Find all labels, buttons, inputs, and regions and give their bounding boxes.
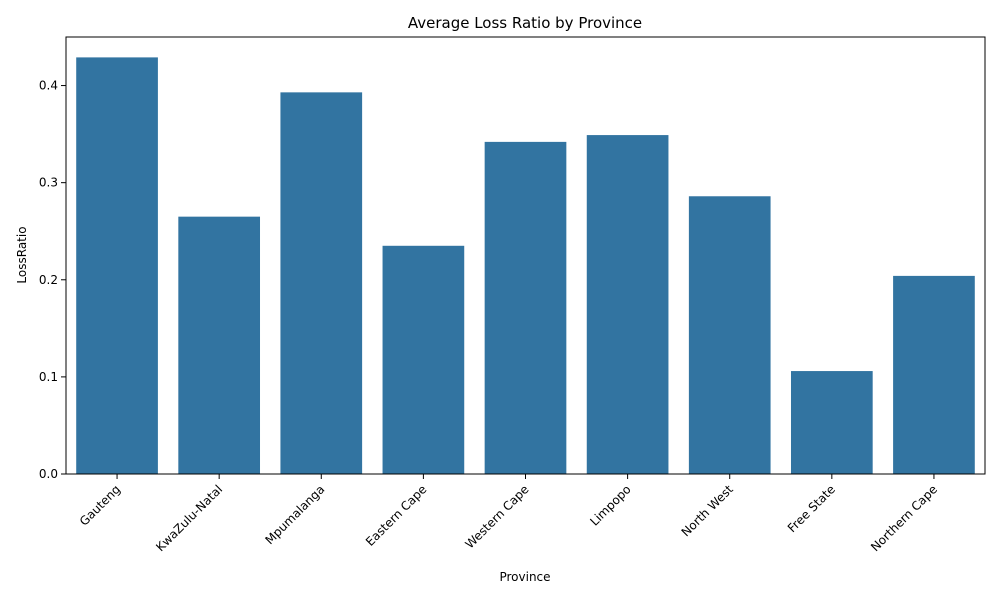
x-tick-label: Western Cape — [462, 482, 531, 551]
bar-northern-cape — [893, 275, 975, 474]
x-axis-label: Province — [499, 570, 550, 584]
x-tick-label: Eastern Cape — [363, 482, 430, 549]
y-tick-label: 0.3 — [39, 176, 58, 190]
y-axis-label: LossRatio — [15, 226, 29, 283]
bar-eastern-cape — [382, 245, 465, 474]
y-axis: 0.0 0.1 0.2 0.3 0.4 — [39, 79, 66, 481]
x-tick-label: North West — [679, 482, 736, 539]
bar-kwazulu-natal — [178, 216, 261, 474]
x-axis: Gauteng KwaZulu-Natal Mpumalanga Eastern Ca… — [77, 474, 940, 554]
bars-group — [76, 57, 975, 475]
x-tick-label: Limpopo — [587, 482, 633, 528]
bar-free-state — [790, 371, 873, 474]
x-tick-label: Free State — [785, 482, 838, 535]
bar-north-west — [688, 196, 771, 475]
bar-mpumalanga — [280, 92, 363, 474]
x-tick-label: KwaZulu-Natal — [153, 482, 225, 554]
y-tick-label: 0.4 — [39, 79, 58, 93]
y-tick-label: 0.1 — [39, 370, 58, 384]
y-tick-label: 0.2 — [39, 273, 58, 287]
x-tick-label: Gauteng — [77, 482, 123, 528]
bar-gauteng — [76, 57, 158, 474]
x-tick-label: Mpumalanga — [262, 482, 327, 547]
x-tick-label: Northern Cape — [868, 482, 940, 554]
plot-frame — [65, 36, 986, 475]
bar-limpopo — [586, 135, 669, 475]
y-tick-label: 0.0 — [39, 467, 58, 481]
bar-western-cape — [484, 141, 567, 474]
chart-title: Average Loss Ratio by Province — [408, 14, 642, 32]
